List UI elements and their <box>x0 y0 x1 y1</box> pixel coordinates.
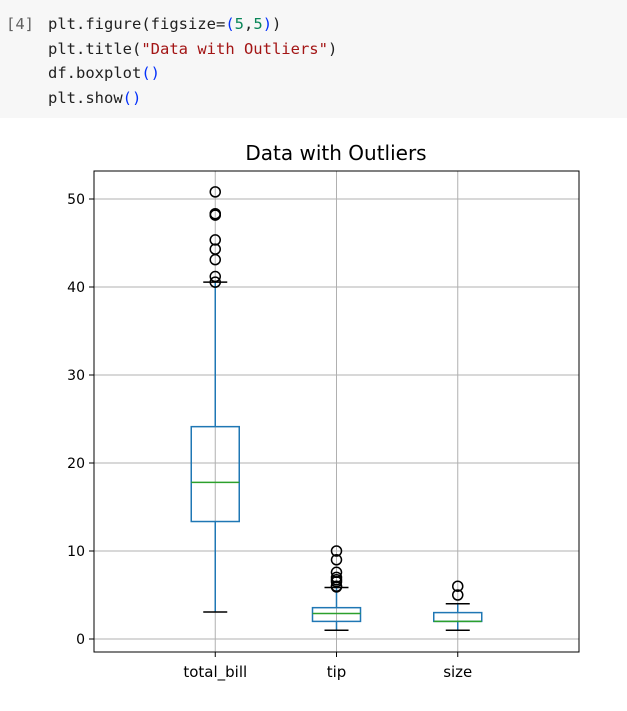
x-axis: total_bill tip size <box>183 652 472 682</box>
x-tick-label: size <box>443 663 472 681</box>
y-tick-label: 40 <box>67 280 85 296</box>
box-iqr <box>190 425 240 523</box>
code-token: ( <box>225 15 235 33</box>
outlier-point <box>209 276 221 288</box>
code-token: 5 <box>253 15 263 33</box>
code-token: 5 <box>234 15 244 33</box>
y-tick-label: 20 <box>67 456 85 472</box>
x-tick-label: tip <box>327 663 347 681</box>
outlier-point <box>209 243 221 255</box>
outlier-point <box>330 566 343 579</box>
outlier-point <box>209 207 221 220</box>
outlier-point <box>452 589 464 601</box>
code-token: plt.figure(figsize= <box>48 15 226 33</box>
chart-title: Data with Outliers <box>245 141 426 165</box>
code-editor[interactable]: plt.figure(figsize=(5,5)) plt.title("Data… <box>48 12 337 110</box>
y-tick-label: 30 <box>67 368 85 384</box>
code-token: df.boxplot <box>48 64 142 82</box>
code-token: plt.show <box>48 88 123 107</box>
code-token: plt.title( <box>48 39 142 58</box>
x-tick-label: total_bill <box>183 663 247 682</box>
outlier-point <box>330 571 343 584</box>
execution-count: [4] <box>6 15 34 33</box>
outlier-point <box>452 580 464 592</box>
code-line[interactable]: plt.title("Data with Outliers") <box>48 37 337 62</box>
box-iqr <box>311 606 362 623</box>
y-tick-label: 10 <box>67 544 85 560</box>
box-tip <box>311 545 362 631</box>
code-line[interactable]: df.boxplot() <box>48 61 337 86</box>
outlier-point <box>209 186 221 198</box>
boxplot-chart: Data with Outliers 0 10 20 30 40 50 total_bil… <box>67 141 580 682</box>
code-input-area[interactable]: [4] plt.figure(figsize=(5,5)) plt.title("… <box>0 0 627 118</box>
code-line[interactable]: plt.show() <box>48 86 337 111</box>
box-plot-series <box>190 186 483 631</box>
code-token: , <box>244 15 254 33</box>
code-token: "Data with Outliers" <box>141 39 328 58</box>
cell-output: Data with Outliers 0 10 20 30 40 50 total_bil… <box>0 118 627 711</box>
y-tick-label: 50 <box>67 192 85 208</box>
code-token: ) <box>272 15 282 33</box>
code-token: () <box>141 64 160 82</box>
box-size <box>433 580 483 631</box>
outlier-point <box>330 554 343 566</box>
outlier-point <box>209 270 221 283</box>
outlier-point <box>330 580 343 592</box>
code-token: () <box>122 88 142 107</box>
grid-lines <box>94 171 579 652</box>
y-tick-label: 0 <box>76 632 85 648</box>
outlier-point <box>209 234 221 246</box>
code-line[interactable]: plt.figure(figsize=(5,5)) <box>48 12 337 37</box>
outlier-point <box>330 545 343 557</box>
box-total_bill <box>190 186 240 613</box>
y-axis: 0 10 20 30 40 50 <box>67 192 94 648</box>
code-token: ) <box>327 39 338 58</box>
code-token: ) <box>262 15 273 33</box>
